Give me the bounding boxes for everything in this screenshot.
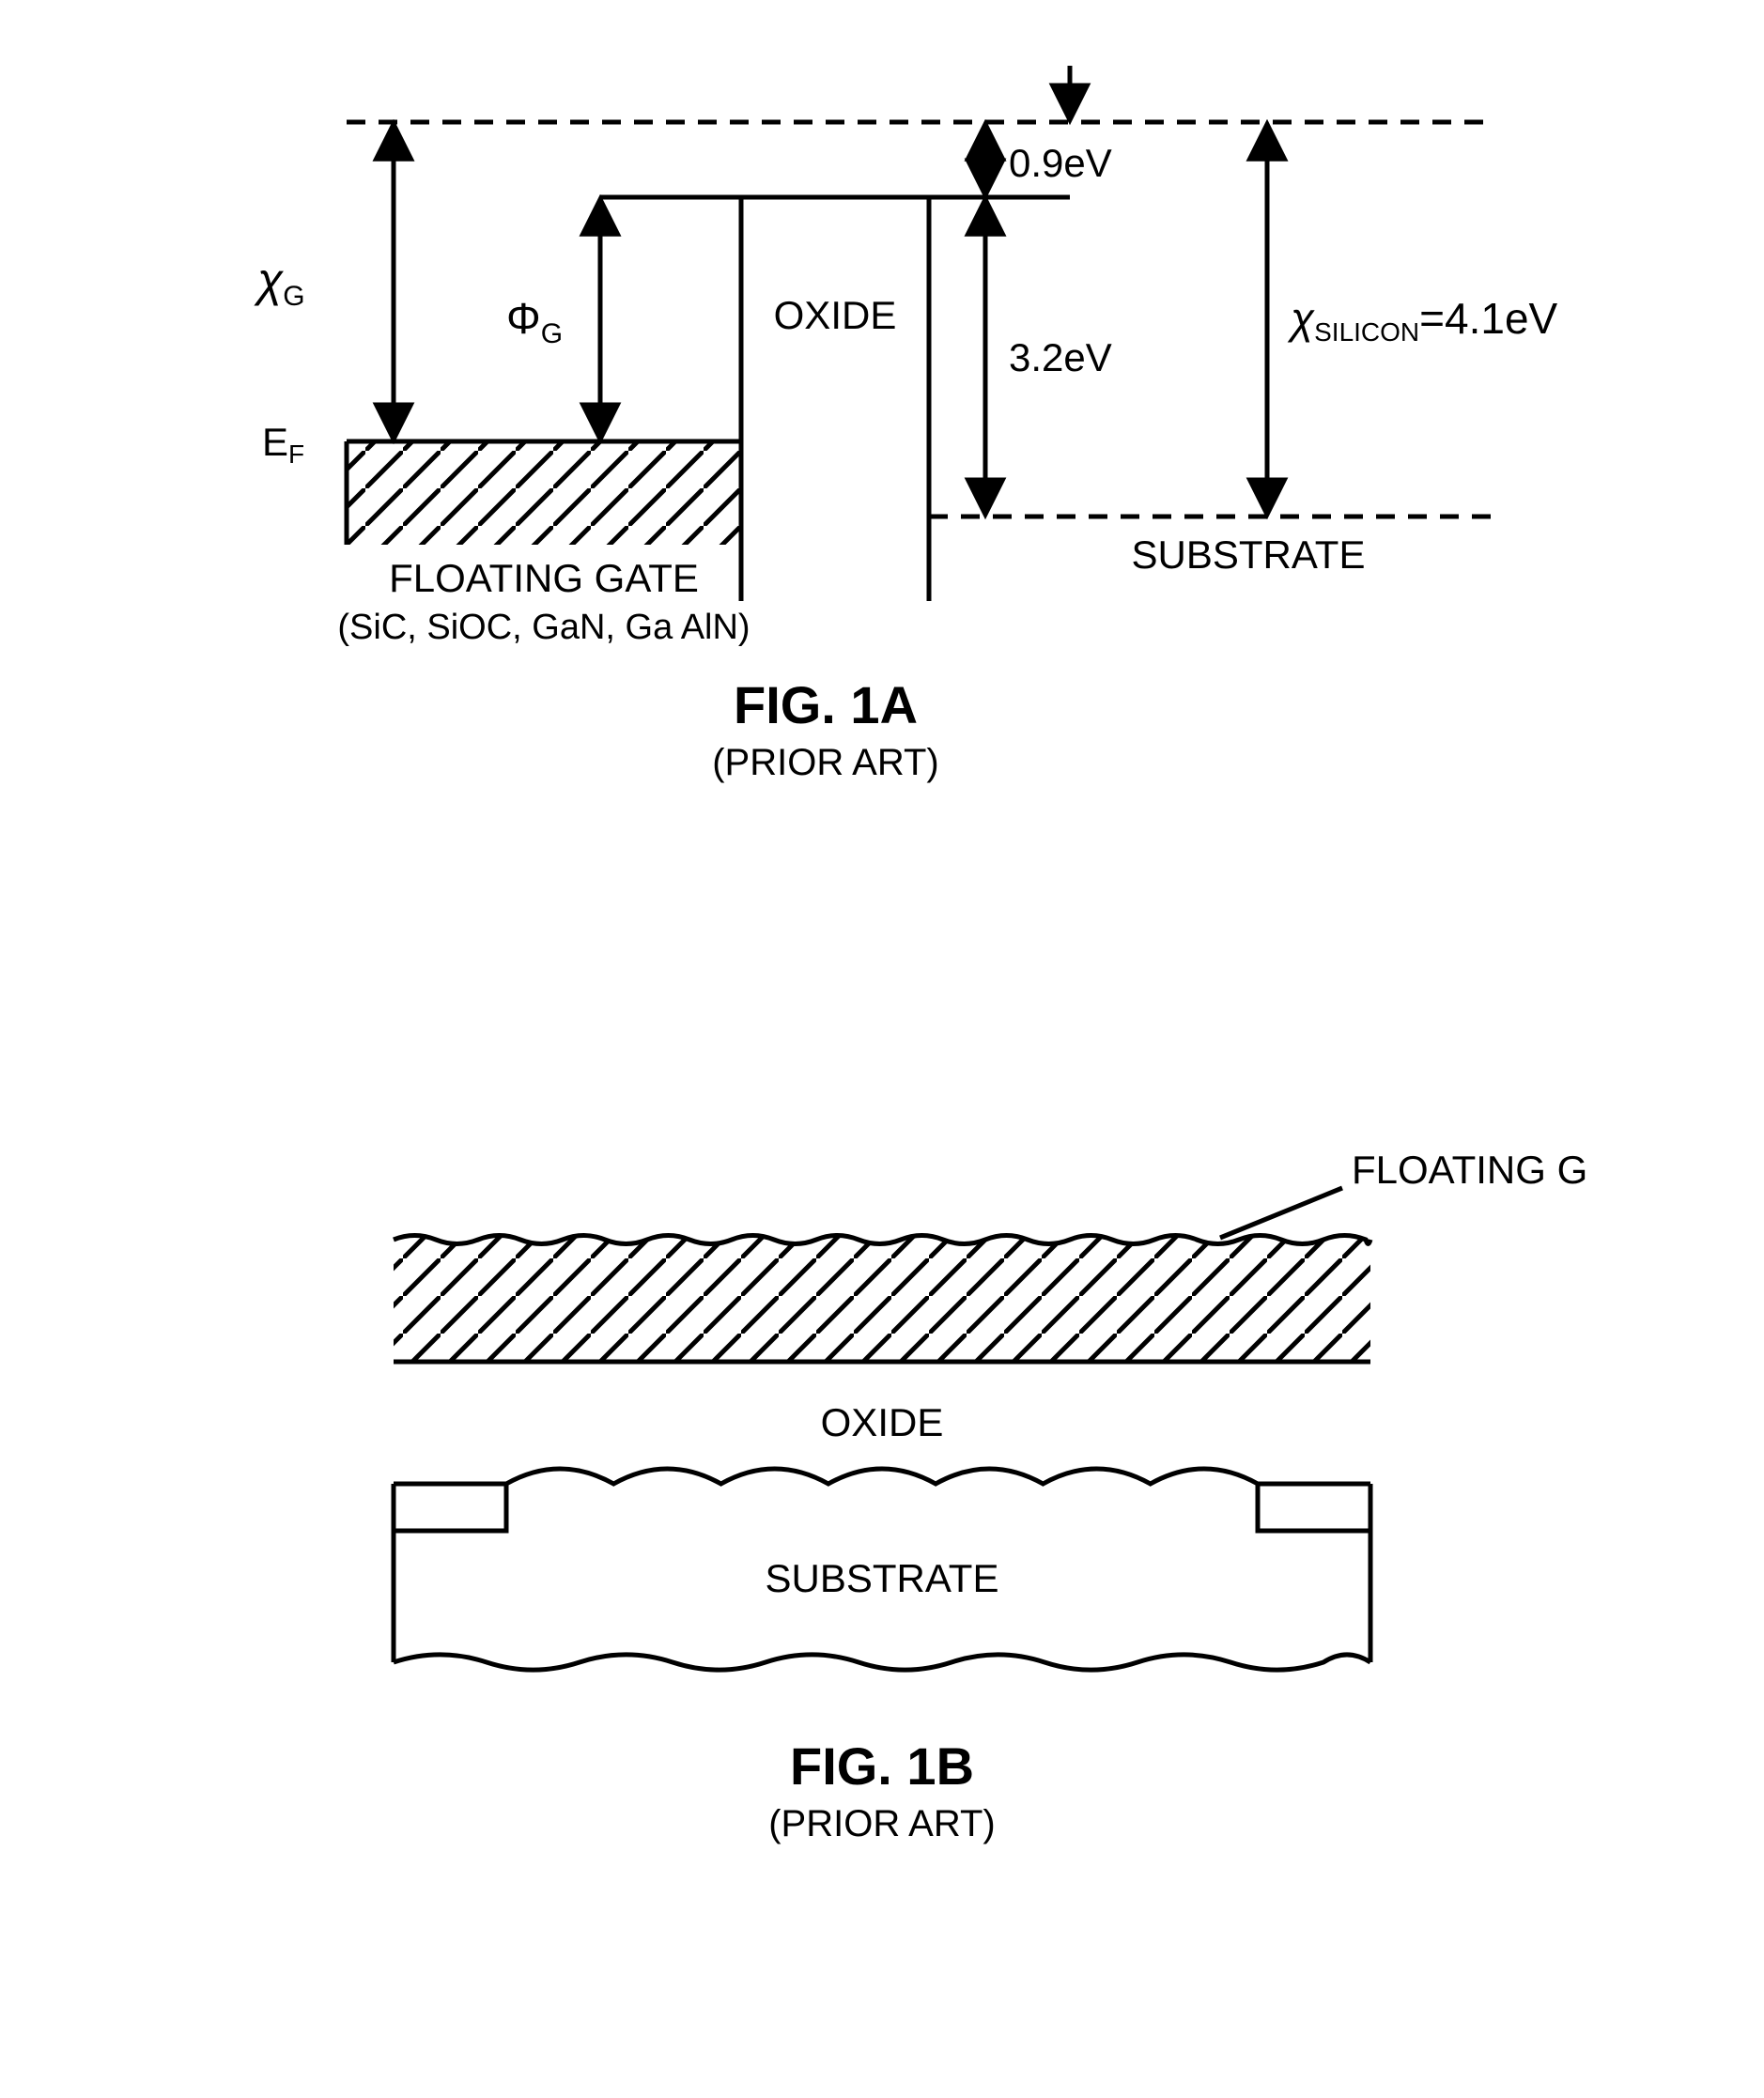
chi-g-label: χG [254,254,305,312]
page: χG ΦG EF OXIDE FLOATING GATE (SiC, SiOC, GaN,… [0,0,1764,2098]
fig-b-subtitle: (PRIOR ART) [768,1803,996,1844]
ef-label: EF [262,420,304,469]
oxide-label: OXIDE [821,1400,944,1444]
ev-3-2-label: 3.2eV [1009,335,1112,379]
leader-line [1220,1188,1342,1238]
floating-gate-region [347,441,741,545]
fig-a-subtitle: (PRIOR ART) [712,742,939,783]
oxide-label: OXIDE [774,293,897,337]
floating-gate-layer [394,1236,1370,1363]
substrate-label: SUBSTRATE [1132,532,1366,577]
figure-1a: χG ΦG EF OXIDE FLOATING GATE (SiC, SiOC, GaN,… [178,38,1586,883]
substrate-break-line [394,1655,1370,1670]
fig-b-title: FIG. 1B [790,1736,974,1796]
floating-gate-label: FLOATING GATE [389,556,699,600]
floating-gate-label: FLOATING GATE [1352,1148,1586,1192]
oxide-barrier [741,197,929,601]
chi-si-label: χSILICON=4.1eV [1287,294,1558,347]
substrate-label: SUBSTRATE [766,1556,999,1600]
oxide-substrate-interface [394,1469,1370,1484]
phi-g-label: ΦG [506,294,563,349]
fig-a-title: FIG. 1A [734,675,918,734]
ev-0-9-label: 0.9eV [1009,141,1112,185]
figure-1b: FLOATING GATE OXIDE SUBSTRATE FIG. 1B (PRIOR… [178,1108,1586,1953]
materials-label: (SiC, SiOC, GaN, Ga AlN) [337,608,750,647]
